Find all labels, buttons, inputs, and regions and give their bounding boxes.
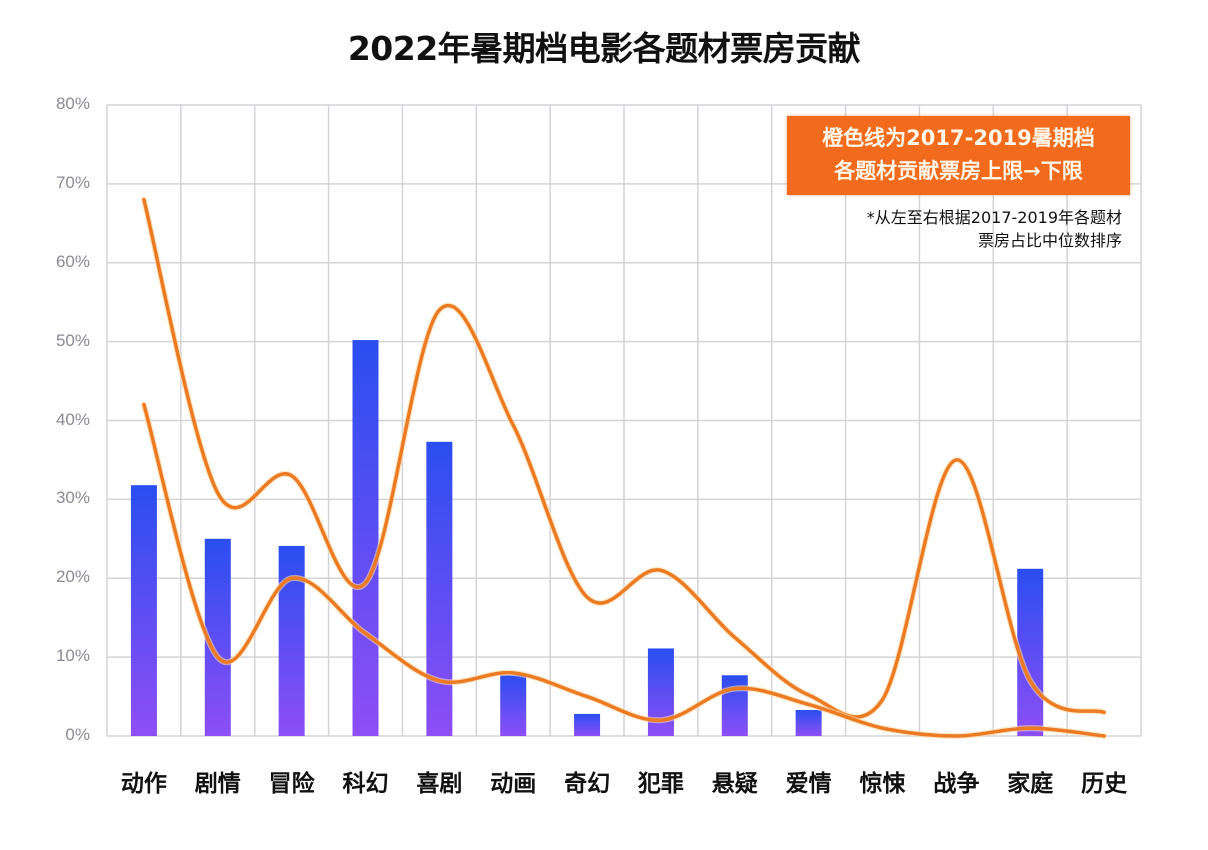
x-tick-label: 剧情 bbox=[194, 771, 241, 797]
legend-note-line1: 橙色线为2017-2019暑期档 bbox=[822, 126, 1095, 150]
bar bbox=[500, 675, 527, 736]
x-tick-label: 惊悚 bbox=[859, 771, 906, 797]
bar bbox=[721, 675, 748, 736]
footnote-line1: *从左至右根据2017-2019年各题材 bbox=[866, 208, 1122, 227]
bar bbox=[130, 485, 157, 736]
bar-series bbox=[130, 340, 1044, 736]
y-tick-label: 0% bbox=[65, 725, 90, 744]
bar bbox=[574, 713, 601, 736]
grid-lines bbox=[106, 104, 1142, 737]
chart-title: 2022年暑期档电影各题材票房贡献 bbox=[347, 29, 861, 68]
y-tick-label: 40% bbox=[55, 409, 90, 429]
x-tick-label: 喜剧 bbox=[416, 771, 463, 797]
footnote-line2: 票房占比中位数排序 bbox=[977, 231, 1122, 250]
x-tick-label: 家庭 bbox=[1007, 771, 1054, 797]
bar bbox=[426, 441, 453, 736]
lower-bound-line bbox=[142, 402, 1106, 738]
footnote: *从左至右根据2017-2019年各题材 票房占比中位数排序 bbox=[760, 206, 1122, 252]
x-tick-label: 战争 bbox=[933, 771, 980, 797]
x-tick-label: 悬疑 bbox=[711, 771, 758, 797]
y-tick-label: 30% bbox=[55, 488, 90, 508]
range-lines bbox=[140, 196, 1108, 740]
bar bbox=[795, 709, 822, 736]
bar bbox=[352, 340, 379, 736]
y-tick-label: 80% bbox=[55, 94, 90, 113]
y-tick-label: 20% bbox=[55, 567, 90, 587]
y-tick-label: 70% bbox=[55, 172, 90, 192]
x-tick-label: 爱情 bbox=[785, 771, 832, 797]
y-tick-label: 50% bbox=[55, 330, 90, 350]
x-tick-label: 动作 bbox=[120, 771, 167, 797]
upper-bound-line bbox=[142, 197, 1106, 719]
bar bbox=[278, 545, 305, 736]
x-tick-label: 犯罪 bbox=[637, 771, 684, 797]
legend-note-line2: 各题材贡献票房上限→下限 bbox=[834, 159, 1083, 183]
y-tick-label: 10% bbox=[55, 646, 90, 666]
x-tick-label: 冒险 bbox=[268, 771, 315, 797]
x-tick-label: 动画 bbox=[490, 771, 537, 797]
legend-note-box: 橙色线为2017-2019暑期档 各题材贡献票房上限→下限 bbox=[787, 116, 1130, 195]
x-tick-label: 科幻 bbox=[342, 771, 389, 797]
x-tick-label: 历史 bbox=[1081, 771, 1128, 797]
y-tick-label: 60% bbox=[55, 251, 90, 271]
x-tick-label: 奇幻 bbox=[564, 771, 611, 797]
